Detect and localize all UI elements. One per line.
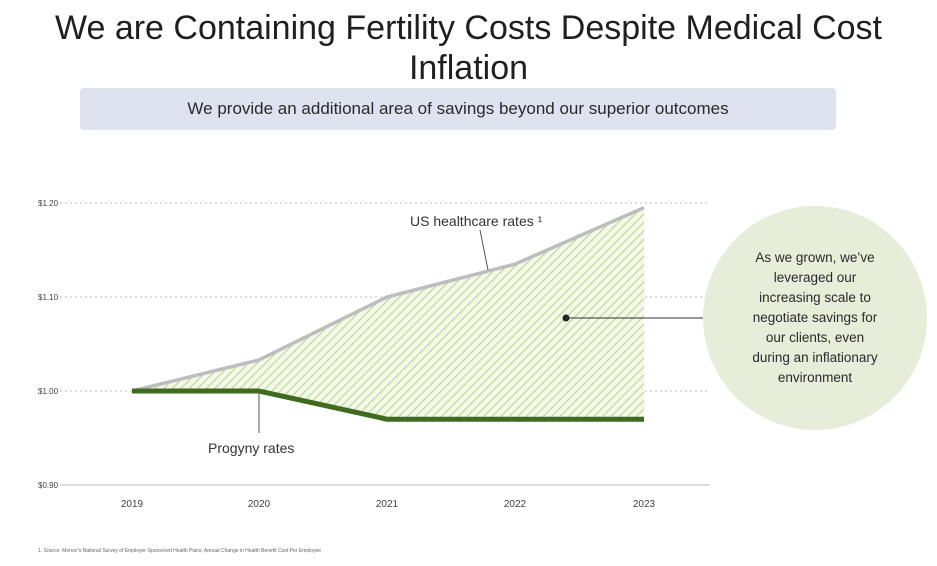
subtitle-text: We provide an additional area of savings… — [187, 99, 729, 118]
subtitle-banner: We provide an additional area of savings… — [80, 88, 836, 130]
x-tick-label: 2020 — [248, 499, 271, 510]
callout-line: environment — [778, 370, 853, 385]
y-tick-label: $1.20 — [38, 199, 59, 208]
callout-circle — [703, 206, 927, 430]
x-tick-label: 2022 — [504, 499, 527, 510]
us-healthcare-label: US healthcare rates ¹ — [410, 213, 543, 229]
callout-line: As we grown, we’ve — [755, 250, 874, 265]
y-tick-label: $1.10 — [38, 293, 59, 302]
us-label-leader — [479, 229, 489, 271]
y-tick-label: $0.90 — [38, 481, 59, 490]
callout-bubble: As we grown, we’ve leveraged our increasin… — [703, 206, 927, 430]
progyny-label: Progyny rates — [208, 440, 294, 456]
x-tick-label: 2019 — [121, 499, 144, 510]
callout-line: leveraged our — [774, 270, 857, 285]
callout-line: during an inflationary — [752, 350, 878, 365]
callout-line: negotiate savings for — [753, 310, 878, 325]
source-footnote: 1. Source: Mercer's National Survey of E… — [38, 548, 322, 554]
x-tick-label: 2021 — [376, 499, 399, 510]
y-tick-label: $1.00 — [38, 387, 59, 396]
callout-line: increasing scale to — [759, 290, 871, 305]
page-title: We are Containing Fertility Costs Despit… — [54, 9, 883, 87]
savings-area — [132, 207, 644, 420]
callout-line: our clients, even — [766, 330, 864, 345]
x-tick-label: 2023 — [633, 499, 656, 510]
